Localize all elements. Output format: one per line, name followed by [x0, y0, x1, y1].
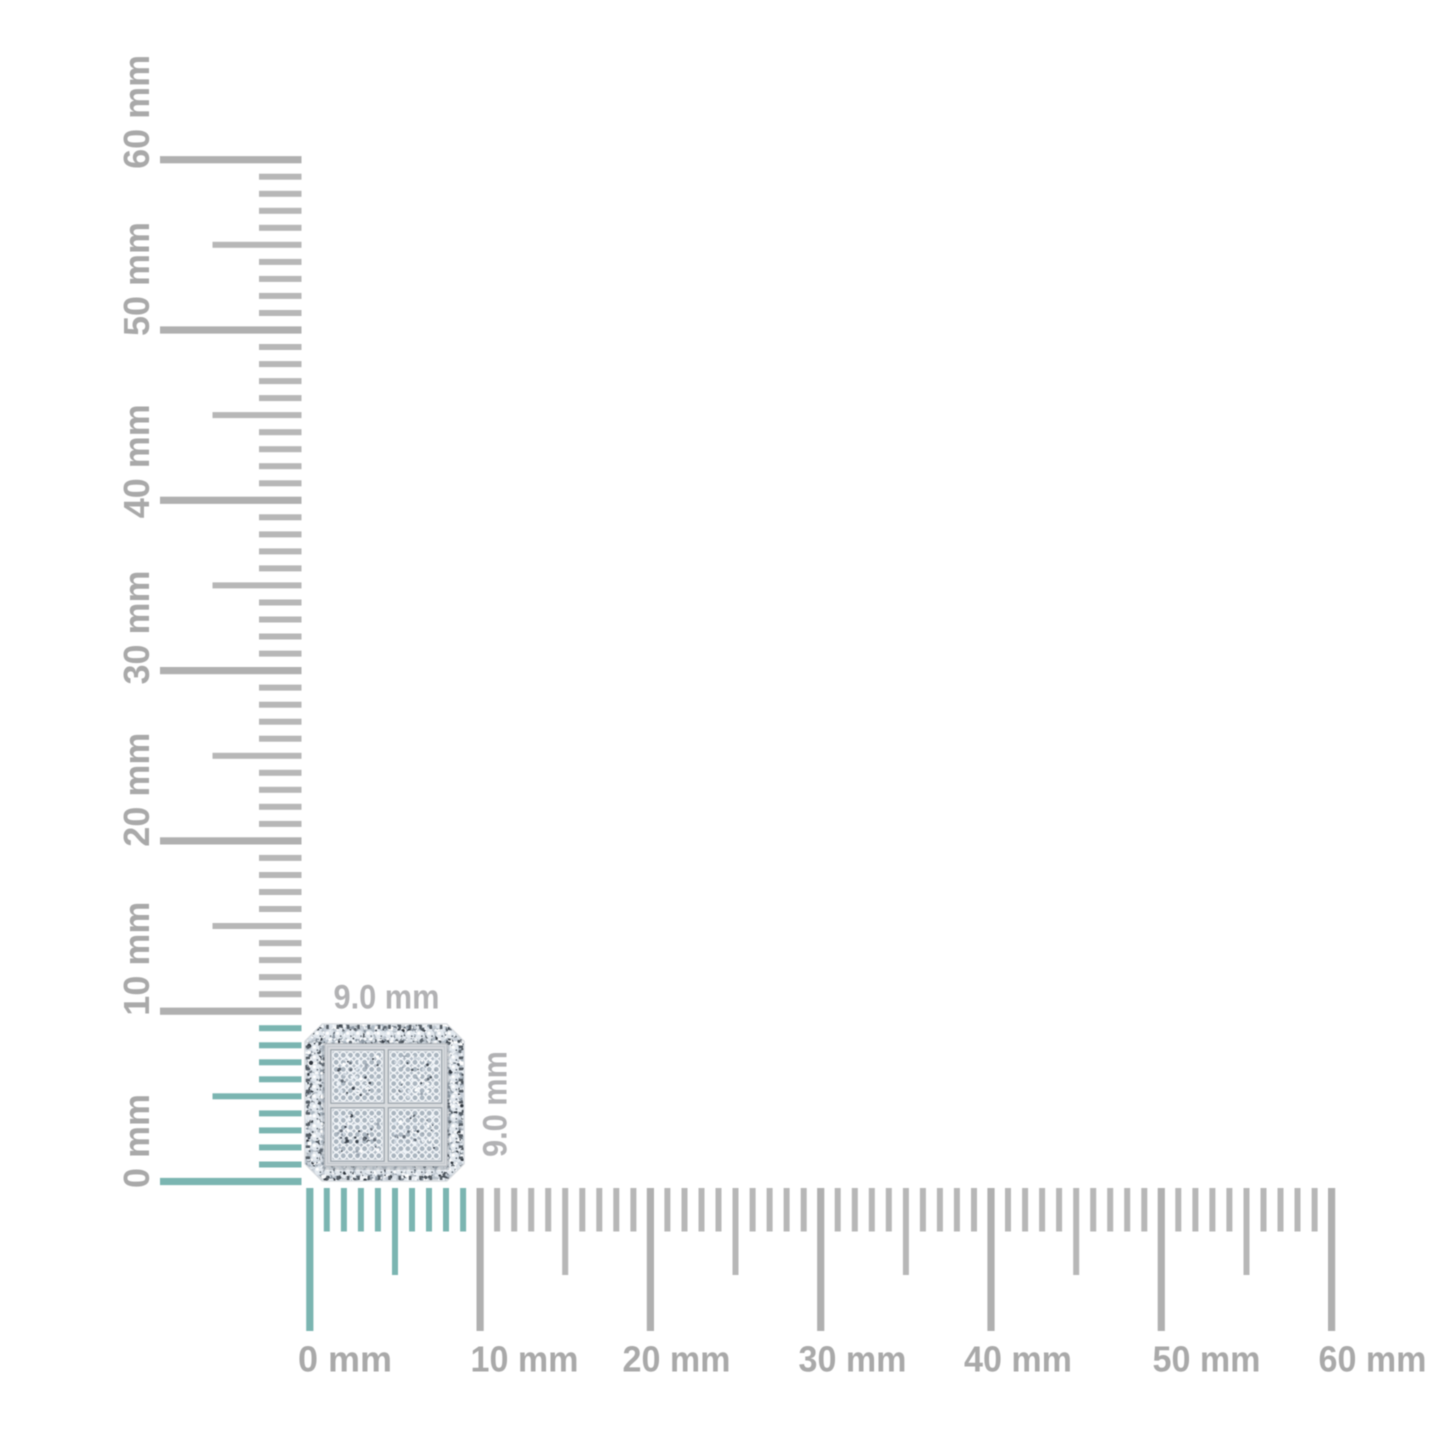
- svg-text:40 mm: 40 mm: [964, 1339, 1072, 1380]
- svg-text:30 mm: 30 mm: [799, 1339, 907, 1380]
- svg-text:10 mm: 10 mm: [116, 902, 157, 1016]
- svg-text:60 mm: 60 mm: [1319, 1339, 1427, 1380]
- svg-text:20 mm: 20 mm: [116, 733, 157, 847]
- svg-text:9.0 mm: 9.0 mm: [477, 1051, 515, 1157]
- svg-text:50 mm: 50 mm: [1153, 1339, 1261, 1380]
- svg-text:20 mm: 20 mm: [623, 1339, 731, 1380]
- svg-text:0 mm: 0 mm: [116, 1094, 157, 1188]
- svg-text:60 mm: 60 mm: [116, 55, 157, 169]
- svg-text:0 mm: 0 mm: [298, 1339, 392, 1380]
- svg-text:9.0 mm: 9.0 mm: [334, 978, 440, 1016]
- svg-text:50 mm: 50 mm: [116, 222, 157, 336]
- svg-text:30 mm: 30 mm: [116, 570, 157, 684]
- svg-text:10 mm: 10 mm: [471, 1339, 579, 1380]
- svg-text:40 mm: 40 mm: [116, 404, 157, 518]
